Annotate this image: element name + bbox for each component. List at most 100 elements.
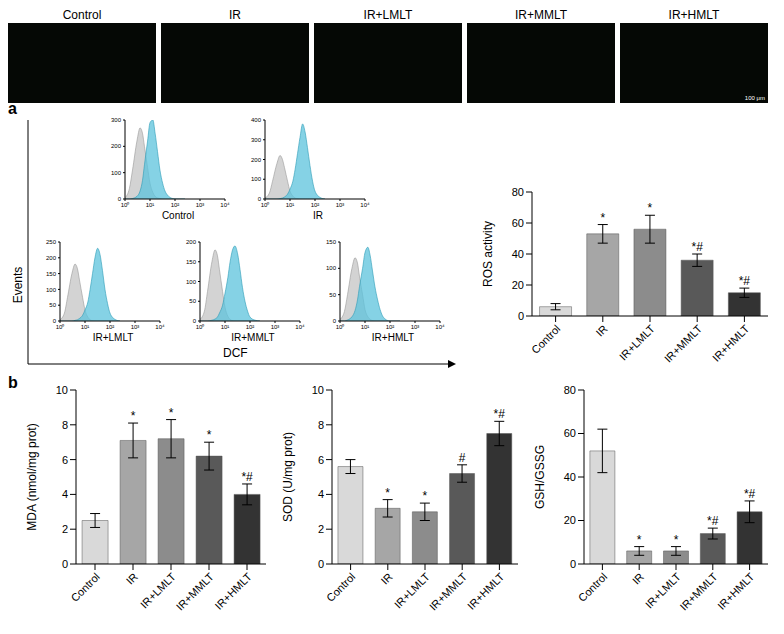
svg-text:ROS activity: ROS activity <box>481 221 495 287</box>
svg-text:10³: 10³ <box>336 202 345 208</box>
svg-text:10³: 10³ <box>271 324 280 330</box>
svg-text:Control: Control <box>529 322 563 356</box>
svg-text:IR: IR <box>124 570 140 586</box>
svg-text:*: * <box>637 533 642 547</box>
svg-text:0: 0 <box>193 318 197 324</box>
svg-text:10⁰: 10⁰ <box>196 323 205 330</box>
svg-text:150: 150 <box>186 259 197 265</box>
svg-text:4: 4 <box>62 488 68 500</box>
svg-text:MDA (nmol/mg prot): MDA (nmol/mg prot) <box>25 423 39 530</box>
svg-text:0: 0 <box>570 558 576 570</box>
svg-text:2: 2 <box>62 523 68 535</box>
svg-text:10⁴: 10⁴ <box>360 202 370 208</box>
svg-text:0: 0 <box>62 558 68 570</box>
svg-text:*: * <box>169 406 174 420</box>
svg-text:#: # <box>459 451 466 465</box>
svg-text:10: 10 <box>56 384 68 396</box>
svg-text:IR+LMLT: IR+LMLT <box>138 570 178 610</box>
svg-text:6: 6 <box>318 454 324 466</box>
svg-text:10²: 10² <box>311 202 320 208</box>
svg-text:*#: *# <box>494 407 506 421</box>
svg-text:0: 0 <box>53 318 57 324</box>
svg-text:10⁰: 10⁰ <box>261 201 270 208</box>
svg-text:10⁰: 10⁰ <box>336 323 345 330</box>
svg-text:10⁴: 10⁴ <box>295 324 305 330</box>
svg-text:10¹: 10¹ <box>221 324 230 330</box>
svg-text:50: 50 <box>189 298 196 304</box>
svg-text:100: 100 <box>186 279 197 285</box>
svg-text:IR+LMLT: IR+LMLT <box>617 322 657 362</box>
svg-text:10²: 10² <box>386 324 395 330</box>
svg-text:*#: *# <box>707 514 719 528</box>
svg-text:GSH/GSSG: GSH/GSSG <box>533 445 547 509</box>
svg-text:*: * <box>600 211 605 225</box>
svg-text:IR+HMLT: IR+HMLT <box>715 570 757 612</box>
svg-text:*#: *# <box>744 487 756 501</box>
svg-text:300: 300 <box>111 117 122 123</box>
svg-text:300: 300 <box>251 137 262 143</box>
svg-text:2: 2 <box>318 523 324 535</box>
svg-text:10⁰: 10⁰ <box>121 201 130 208</box>
svg-text:10¹: 10¹ <box>286 202 295 208</box>
svg-text:10⁴: 10⁴ <box>155 324 165 330</box>
svg-text:IR+MMLT: IR+MMLT <box>677 570 719 612</box>
svg-text:40: 40 <box>512 248 524 260</box>
svg-text:0: 0 <box>333 318 337 324</box>
svg-text:*: * <box>207 428 212 442</box>
svg-text:200: 200 <box>251 157 262 163</box>
svg-text:50: 50 <box>49 302 56 308</box>
svg-text:*#: *# <box>739 274 751 288</box>
svg-text:IR+MMLT: IR+MMLT <box>427 570 469 612</box>
svg-text:100: 100 <box>326 265 337 271</box>
svg-text:40: 40 <box>564 471 576 483</box>
svg-text:250: 250 <box>46 239 57 245</box>
svg-text:10⁰: 10⁰ <box>56 323 65 330</box>
svg-text:400: 400 <box>251 117 262 123</box>
svg-text:0: 0 <box>258 196 262 202</box>
svg-text:IR+HMLT: IR+HMLT <box>465 570 507 612</box>
svg-text:150: 150 <box>326 239 337 245</box>
svg-text:10¹: 10¹ <box>81 324 90 330</box>
svg-text:IR+MMLT: IR+MMLT <box>662 322 704 364</box>
svg-text:*#: *# <box>691 240 703 254</box>
svg-text:10¹: 10¹ <box>361 324 370 330</box>
svg-text:60: 60 <box>512 217 524 229</box>
svg-text:8: 8 <box>62 419 68 431</box>
svg-text:50: 50 <box>329 292 336 298</box>
svg-text:Control: Control <box>68 570 102 604</box>
svg-text:8: 8 <box>318 419 324 431</box>
svg-text:20: 20 <box>512 279 524 291</box>
svg-text:10²: 10² <box>246 324 255 330</box>
svg-text:*: * <box>131 409 136 423</box>
svg-text:Control: Control <box>576 570 610 604</box>
svg-text:10³: 10³ <box>131 324 140 330</box>
svg-text:6: 6 <box>62 454 68 466</box>
svg-text:100: 100 <box>46 287 57 293</box>
svg-text:150: 150 <box>46 271 57 277</box>
svg-text:80: 80 <box>512 186 524 198</box>
svg-text:20: 20 <box>564 514 576 526</box>
svg-text:IR+HMLT: IR+HMLT <box>710 322 752 364</box>
svg-text:10¹: 10¹ <box>146 202 155 208</box>
svg-text:*: * <box>648 201 653 215</box>
svg-text:10³: 10³ <box>196 202 205 208</box>
svg-text:200: 200 <box>46 255 57 261</box>
svg-text:0: 0 <box>318 558 324 570</box>
svg-text:200: 200 <box>111 143 122 149</box>
svg-text:*: * <box>385 486 390 500</box>
svg-text:100: 100 <box>111 170 122 176</box>
svg-text:100: 100 <box>251 176 262 182</box>
svg-text:Control: Control <box>324 570 358 604</box>
svg-text:*: * <box>674 533 679 547</box>
svg-text:IR+MMLT: IR+MMLT <box>174 570 216 612</box>
svg-text:SOD (U/mg prot): SOD (U/mg prot) <box>281 432 295 522</box>
svg-text:10⁴: 10⁴ <box>220 202 230 208</box>
svg-text:10⁴: 10⁴ <box>435 324 445 330</box>
svg-text:10²: 10² <box>106 324 115 330</box>
svg-text:IR+HMLT: IR+HMLT <box>213 570 255 612</box>
svg-text:*#: *# <box>241 470 253 484</box>
svg-text:60: 60 <box>564 427 576 439</box>
svg-text:80: 80 <box>564 384 576 396</box>
svg-text:4: 4 <box>318 488 324 500</box>
svg-text:10³: 10³ <box>411 324 420 330</box>
